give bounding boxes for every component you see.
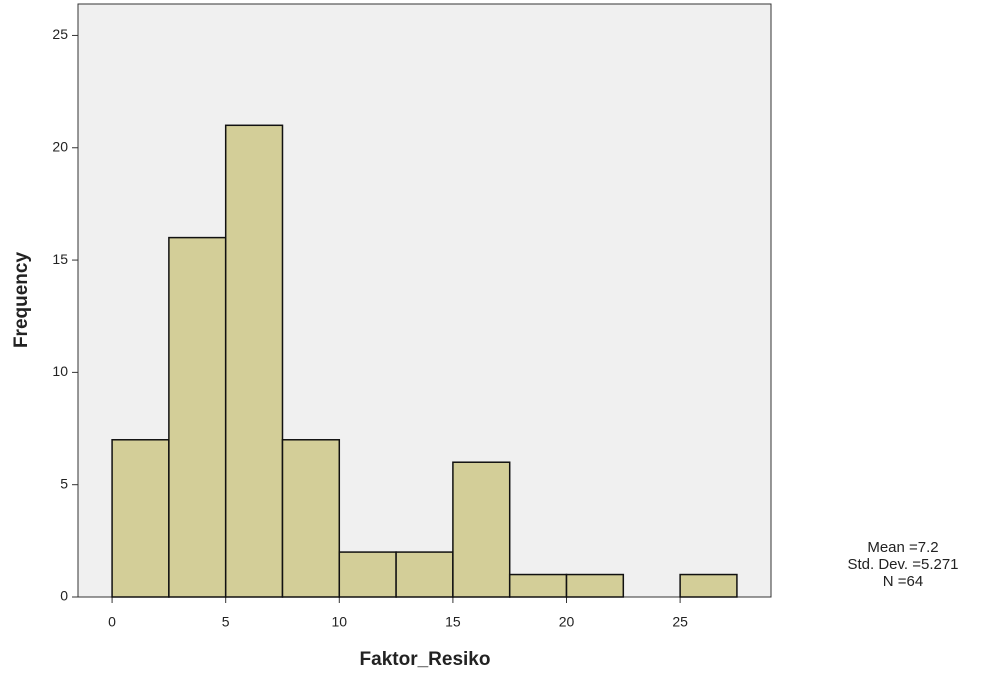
bar (395, 551, 454, 598)
x-tick-label: 20 (559, 614, 575, 630)
bar (338, 551, 397, 598)
x-tick-label: 15 (445, 614, 461, 630)
y-tick-label: 10 (52, 363, 68, 379)
stats-line: Std. Dev. =5.271 (847, 556, 958, 573)
bar (508, 573, 568, 598)
x-axis-title: Faktor_Resiko (360, 649, 491, 670)
y-tick-label: 15 (52, 251, 68, 267)
x-tick-label: 25 (672, 614, 688, 630)
x-tick-label: 5 (222, 614, 230, 630)
bar (452, 461, 511, 598)
y-tick-label: 0 (60, 588, 68, 604)
y-axis-title: Frequency (11, 252, 32, 349)
bar (565, 573, 625, 598)
stats-line: N =64 (883, 573, 923, 590)
bar (111, 439, 170, 598)
stats-line: Mean =7.2 (867, 539, 938, 556)
y-tick-label: 25 (52, 26, 68, 42)
bar (168, 236, 227, 598)
y-tick-label: 5 (60, 475, 68, 491)
bar (679, 573, 738, 598)
x-tick-label: 10 (332, 614, 348, 630)
y-tick-label: 20 (52, 138, 68, 154)
bar (224, 124, 284, 598)
x-tick-label: 0 (108, 614, 116, 630)
bar (281, 439, 341, 598)
